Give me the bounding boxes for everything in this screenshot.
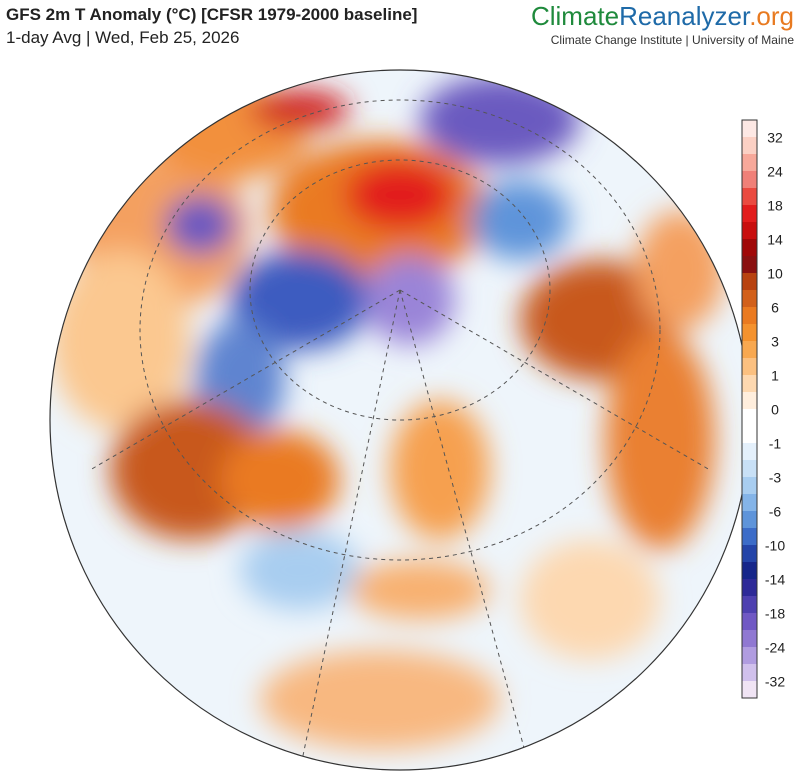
brand-part: Climate (531, 1, 619, 31)
brand-part: Reanalyzer (619, 1, 751, 31)
colorbar-segment (742, 205, 757, 223)
colorbar-segment (742, 358, 757, 376)
colorbar-segment (742, 392, 757, 410)
colorbar-segment (742, 596, 757, 614)
globe (50, 70, 750, 770)
colorbar-segment (742, 511, 757, 529)
colorbar-segment (742, 324, 757, 342)
title: GFS 2m T Anomaly (°C) [CFSR 1979-2000 ba… (6, 5, 417, 24)
colorbar-frame (741, 119, 758, 699)
colorbar-segment (742, 426, 757, 444)
colorbar-segment (742, 120, 757, 138)
colorbar-segment (742, 256, 757, 274)
colorbar-label: 10 (767, 266, 783, 282)
colorbar-segment (742, 664, 757, 682)
colorbar-label: 0 (771, 402, 779, 418)
colorbar-segment (742, 579, 757, 597)
colorbar-segment (742, 630, 757, 648)
colorbar-label: 1 (771, 368, 779, 384)
colorbar-segment (742, 273, 757, 291)
institute: Climate Change Institute | University of… (551, 33, 795, 47)
subtitle: 1-day Avg | Wed, Feb 25, 2026 (6, 28, 239, 47)
colorbar-label: 32 (767, 130, 783, 146)
colorbar-label: -1 (769, 436, 782, 452)
colorbar-label: -10 (765, 538, 785, 554)
colorbar-label: 24 (767, 164, 783, 180)
colorbar-segment (742, 290, 757, 308)
colorbar-label: -32 (765, 674, 785, 690)
colorbar-segment (742, 171, 757, 189)
colorbar-label: -14 (765, 572, 785, 588)
colorbar-segment (742, 341, 757, 359)
colorbar-label: -6 (769, 504, 782, 520)
colorbar-segment (742, 613, 757, 631)
colorbar-label: 3 (771, 334, 779, 350)
colorbar-label: 6 (771, 300, 779, 316)
colorbar-segment (742, 375, 757, 393)
colorbar-segment (742, 647, 757, 665)
colorbar-label: -24 (765, 640, 785, 656)
colorbar-segment (742, 239, 757, 257)
colorbar-segment (742, 409, 757, 427)
colorbar-label: 18 (767, 198, 783, 214)
colorbar-label: -18 (765, 606, 785, 622)
colorbar-segment (742, 307, 757, 325)
colorbar-segment (742, 545, 757, 563)
colorbar-segment (742, 443, 757, 461)
colorbar-segment (742, 188, 757, 206)
colorbar-segment (742, 137, 757, 155)
brand: ClimateReanalyzer.org (531, 1, 794, 31)
colorbar-segment (742, 562, 757, 580)
brand-part: .org (749, 1, 794, 31)
colorbar-segment (742, 681, 757, 699)
colorbar-segment (742, 154, 757, 172)
colorbar-segment (742, 494, 757, 512)
colorbar-label: 14 (767, 232, 783, 248)
colorbar-segment (742, 460, 757, 478)
colorbar-segment (742, 528, 757, 546)
colorbar-segment (742, 477, 757, 495)
colorbar-label: -3 (769, 470, 782, 486)
graticule (89, 99, 711, 770)
colorbar-segment (742, 222, 757, 240)
